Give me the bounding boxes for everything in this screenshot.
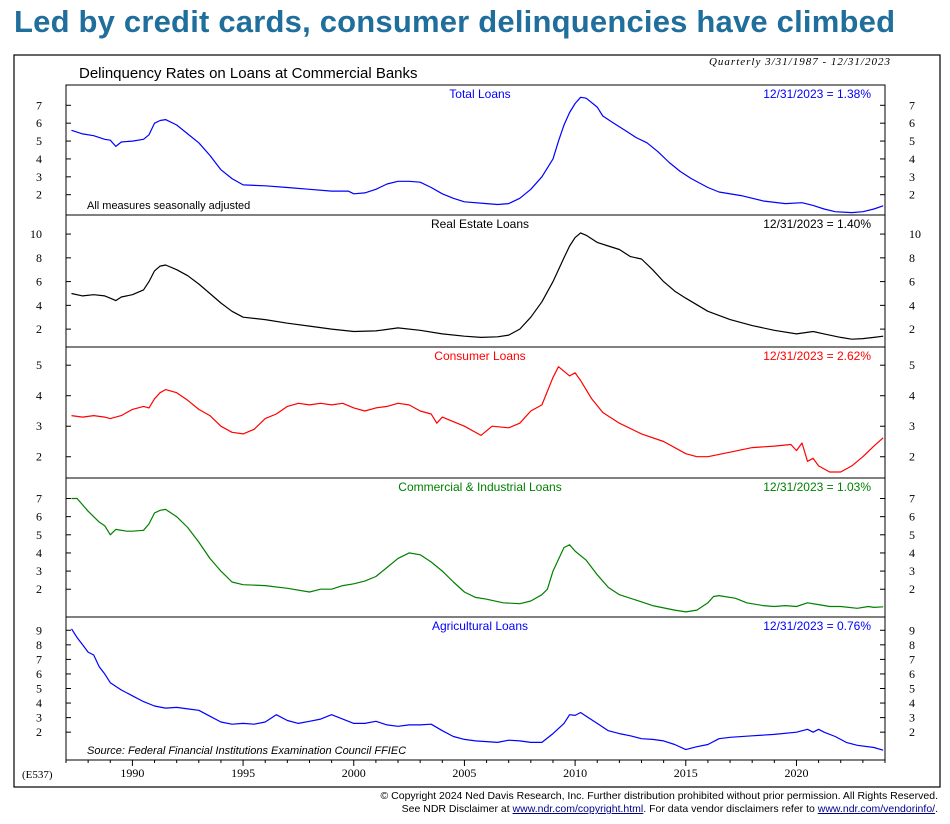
- y-tick-label-right: 5: [909, 358, 915, 372]
- disclaimer-line: See NDR Disclaimer at www.ndr.com/copyri…: [402, 803, 938, 815]
- copyright-line: © Copyright 2024 Ned Davis Research, Inc…: [380, 790, 939, 802]
- y-tick-label-right: 4: [909, 389, 915, 403]
- outer-frame: [13, 54, 941, 788]
- disclaimer-mid: . For data vendor disclaimers refer to: [643, 803, 818, 815]
- y-tick-label-left: 5: [36, 682, 42, 696]
- x-tick-label: 2000: [342, 766, 366, 780]
- y-tick-label-right: 4: [909, 696, 915, 710]
- y-tick-label-right: 3: [909, 170, 915, 184]
- panel-title-5: Agricultural Loans: [432, 619, 528, 633]
- panel-title-3: Consumer Loans: [434, 349, 525, 363]
- y-tick-label-left: 3: [36, 711, 42, 725]
- panel-title-1: Total Loans: [449, 87, 510, 101]
- y-tick-label-right: 2: [909, 450, 915, 464]
- vendor-info-link[interactable]: www.ndr.com/vendorinfo/: [817, 803, 936, 815]
- disclaimer-prefix: See NDR Disclaimer at: [401, 803, 513, 815]
- last-value-label-1: 12/31/2023 = 1.38%: [763, 87, 871, 101]
- y-tick-label-right: 8: [909, 251, 915, 265]
- last-value-label-2: 12/31/2023 = 1.40%: [763, 217, 871, 231]
- y-tick-label-left: 3: [36, 170, 42, 184]
- series-line-4: [71, 497, 884, 613]
- y-tick-label-right: 2: [909, 725, 915, 739]
- x-tick-label: 2005: [452, 766, 476, 780]
- y-tick-label-left: 4: [36, 298, 42, 312]
- disclaimer-suffix: .: [935, 803, 938, 815]
- y-tick-label-right: 6: [909, 275, 915, 289]
- y-tick-label-right: 5: [909, 682, 915, 696]
- y-tick-label-left: 8: [36, 251, 42, 265]
- y-tick-label-right: 7: [909, 492, 915, 506]
- date-range: Quarterly 3/31/1987 - 12/31/2023: [709, 56, 891, 68]
- y-tick-label-left: 6: [36, 667, 42, 681]
- series-line-2: [71, 232, 884, 340]
- y-tick-label-left: 7: [36, 98, 42, 112]
- y-tick-label-left: 4: [36, 389, 42, 403]
- last-value-label-5: 12/31/2023 = 0.76%: [763, 619, 871, 633]
- y-tick-label-right: 4: [909, 546, 915, 560]
- copyright-link[interactable]: www.ndr.com/copyright.html: [512, 803, 644, 815]
- series-line-1: [71, 96, 884, 214]
- y-tick-label-left: 4: [36, 546, 42, 560]
- y-tick-label-right: 5: [909, 528, 915, 542]
- y-tick-label-left: 9: [36, 623, 42, 637]
- chart-title: Delinquency Rates on Loans at Commercial…: [79, 65, 418, 82]
- y-tick-label-right: 8: [909, 638, 915, 652]
- y-tick-label-right: 4: [909, 298, 915, 312]
- y-tick-label-right: 6: [909, 116, 915, 130]
- y-tick-label-right: 6: [909, 510, 915, 524]
- y-tick-label-right: 10: [909, 227, 921, 241]
- y-tick-label-left: 4: [36, 152, 42, 166]
- y-tick-label-right: 2: [909, 188, 915, 202]
- y-tick-label-left: 6: [36, 510, 42, 524]
- y-tick-label-right: 2: [909, 322, 915, 336]
- y-tick-label-right: 6: [909, 667, 915, 681]
- panel-frame-4: [65, 477, 886, 618]
- y-tick-label-left: 2: [36, 582, 42, 596]
- y-tick-label-left: 2: [36, 450, 42, 464]
- x-tick-label: 1995: [231, 766, 255, 780]
- headline: Led by credit cards, consumer delinquenc…: [14, 4, 896, 39]
- y-tick-label-left: 4: [36, 696, 42, 710]
- chart-id: (E537): [22, 769, 53, 781]
- y-tick-label-right: 7: [909, 98, 915, 112]
- y-tick-label-right: 3: [909, 564, 915, 578]
- panel-title-2: Real Estate Loans: [431, 217, 529, 231]
- panel-title-4: Commercial & Industrial Loans: [398, 480, 561, 494]
- x-tick-label: 2015: [674, 766, 698, 780]
- y-tick-label-left: 2: [36, 322, 42, 336]
- y-tick-label-right: 9: [909, 623, 915, 637]
- y-tick-label-left: 3: [36, 564, 42, 578]
- series-line-5: [70, 628, 884, 751]
- panel-note-1: All measures seasonally adjusted: [87, 200, 250, 212]
- y-tick-label-left: 6: [36, 275, 42, 289]
- y-tick-label-left: 2: [36, 725, 42, 739]
- y-tick-label-left: 5: [36, 358, 42, 372]
- y-tick-label-left: 7: [36, 652, 42, 666]
- panel-frame-5: [65, 616, 886, 761]
- x-tick-label: 2020: [784, 766, 808, 780]
- y-tick-label-left: 7: [36, 492, 42, 506]
- y-tick-label-left: 8: [36, 638, 42, 652]
- last-value-label-4: 12/31/2023 = 1.03%: [763, 480, 871, 494]
- panel-note-5: Source: Federal Financial Institutions E…: [87, 745, 406, 757]
- y-tick-label-left: 10: [30, 227, 42, 241]
- y-tick-label-right: 2: [909, 582, 915, 596]
- y-tick-label-left: 3: [36, 419, 42, 433]
- y-tick-label-right: 5: [909, 134, 915, 148]
- y-tick-label-right: 3: [909, 419, 915, 433]
- panel-frame-1: [65, 84, 886, 216]
- y-tick-label-left: 5: [36, 134, 42, 148]
- y-tick-label-left: 2: [36, 188, 42, 202]
- series-line-3: [71, 366, 884, 473]
- panel-frame-3: [65, 346, 886, 479]
- y-tick-label-right: 4: [909, 152, 915, 166]
- x-tick-label: 1990: [120, 766, 144, 780]
- last-value-label-3: 12/31/2023 = 2.62%: [763, 349, 871, 363]
- y-tick-label-right: 3: [909, 711, 915, 725]
- x-tick-label: 2010: [563, 766, 587, 780]
- y-tick-label-left: 6: [36, 116, 42, 130]
- y-tick-label-right: 7: [909, 652, 915, 666]
- y-tick-label-left: 5: [36, 528, 42, 542]
